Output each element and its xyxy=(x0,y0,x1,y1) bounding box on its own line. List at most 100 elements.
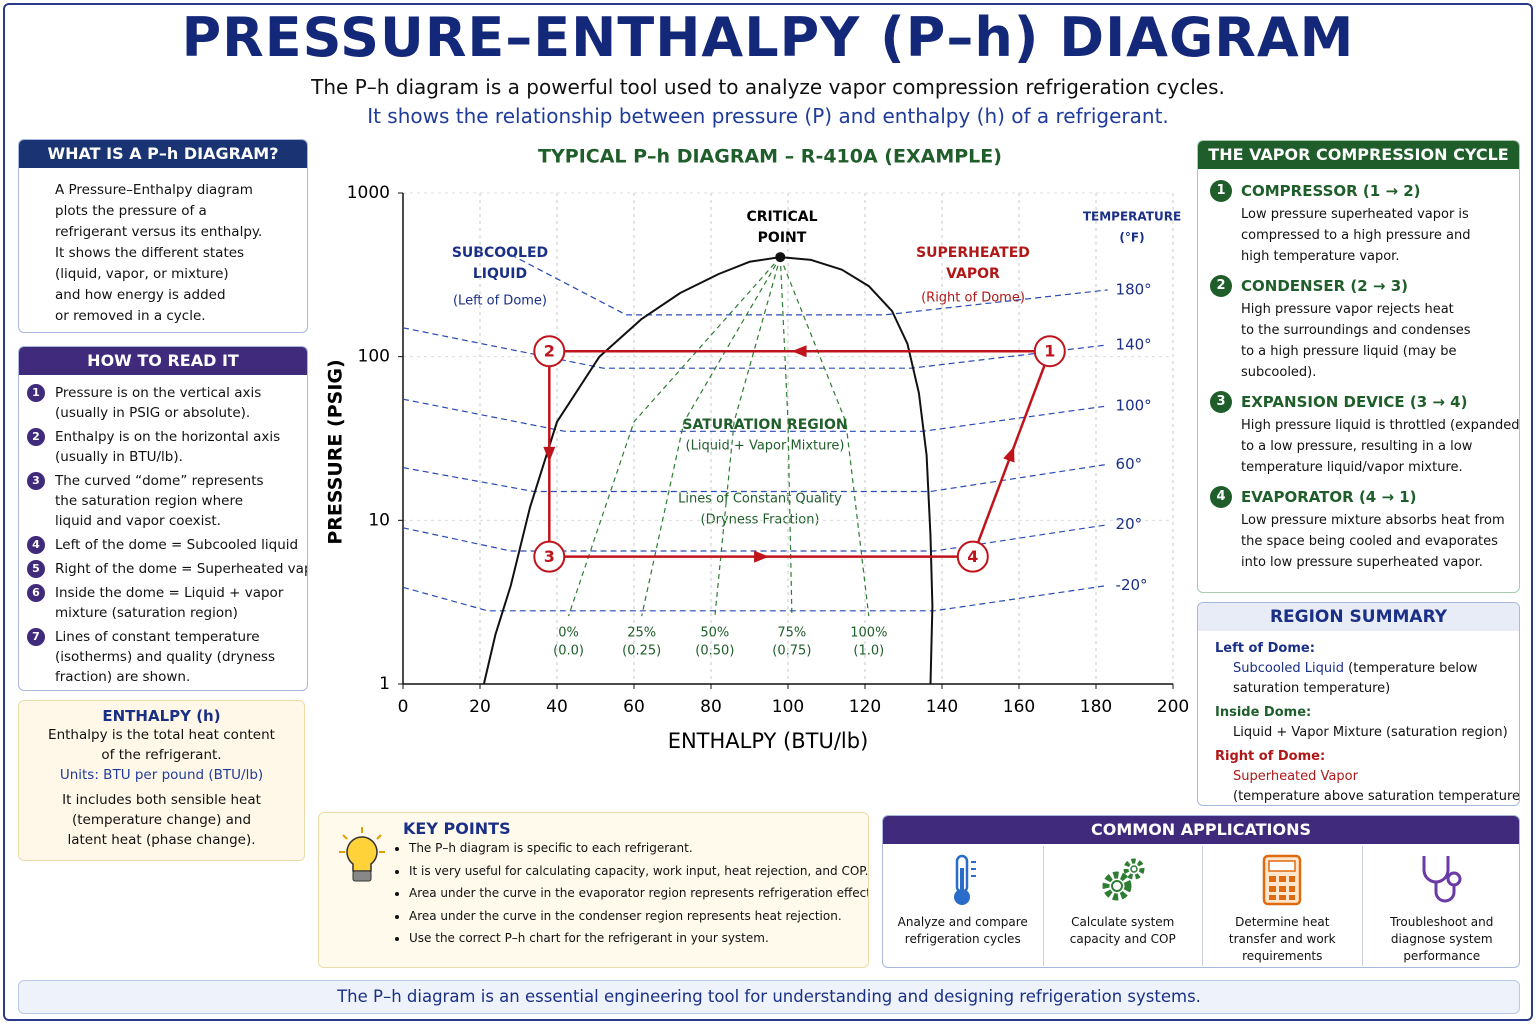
application-text: Determine heat transfer and work requireme… xyxy=(1203,914,1362,965)
key-points-list: The P–h diagram is specific to each refr… xyxy=(391,837,868,950)
text-line: capacity and COP xyxy=(1069,932,1176,946)
region-term: Subcooled Liquid xyxy=(1233,661,1345,676)
text-line: (temperature change) and xyxy=(71,812,252,828)
text-line: (usually in BTU/lb). xyxy=(55,449,183,465)
applications-list: Analyze and compare refrigeration cycles C… xyxy=(883,846,1520,966)
list-item: 1 Pressure is on the vertical axis (usuall… xyxy=(27,383,307,423)
number-badge: 4 xyxy=(27,536,45,554)
key-point: The P–h diagram is specific to each refr… xyxy=(409,837,868,860)
text-line: (isotherms) and quality (dryness xyxy=(55,649,275,665)
region-text: (saturation region) xyxy=(1385,725,1508,740)
key-point: Area under the curve in the condenser re… xyxy=(409,905,868,928)
text-line: the saturation region where xyxy=(55,493,244,509)
key-point: Area under the curve in the evaporator r… xyxy=(409,882,868,905)
region-text: saturation temperature) xyxy=(1233,681,1391,696)
text-line: or removed in a cycle. xyxy=(55,308,206,324)
step-title: CONDENSER (2 → 3) xyxy=(1241,277,1408,295)
text-line: (usually in PSIG or absolute). xyxy=(55,405,251,421)
text-line: into low pressure superheated vapor. xyxy=(1241,555,1483,570)
item-text: Left of the dome = Subcooled liquid xyxy=(55,535,298,555)
application-icon xyxy=(1044,852,1203,914)
text-line: refrigerant versus its enthalpy. xyxy=(55,224,263,240)
text-line: A Pressure–Enthalpy diagram xyxy=(55,182,253,198)
text-line: to the surroundings and condenses xyxy=(1241,323,1471,338)
enthalpy-panel: ENTHALPY (h) Enthalpy is the total heat … xyxy=(18,700,305,861)
cycle-steps: 1 COMPRESSOR (1 → 2) Low pressure superhea… xyxy=(1198,169,1519,573)
text-line: Lines of constant temperature xyxy=(55,629,260,645)
text-line: Low pressure mixture absorbs heat from xyxy=(1241,513,1505,528)
text-line: fraction) are shown. xyxy=(55,669,191,685)
number-badge: 2 xyxy=(1210,275,1232,297)
region-list: Left of Dome: Subcooled Liquid (temperat… xyxy=(1198,631,1519,805)
applications-panel: COMMON APPLICATIONS Analyze and compare r… xyxy=(882,815,1520,968)
number-badge: 6 xyxy=(27,584,45,602)
number-badge: 3 xyxy=(27,472,45,490)
units: Units: BTU per pound (BTU/lb) xyxy=(59,767,264,783)
text-line: High pressure liquid is throttled (expan… xyxy=(1241,418,1520,433)
text-line: the space being cooled and evaporates xyxy=(1241,534,1498,549)
application-icon xyxy=(1363,852,1520,914)
text-line: High pressure vapor rejects heat xyxy=(1241,302,1454,317)
region-heading: Left of Dome: xyxy=(1215,641,1315,656)
list-item: 2 Enthalpy is on the horizontal axis (usua… xyxy=(27,427,307,467)
panel-text: It includes both sensible heat (temperatu… xyxy=(19,790,304,850)
text-line: requirements xyxy=(1242,949,1323,963)
page-title: PRESSURE–ENTHALPY (P–h) DIAGRAM xyxy=(181,6,1355,69)
region-term: Liquid + Vapor Mixture xyxy=(1233,725,1382,740)
text-line: compressed to a high pressure and xyxy=(1241,228,1471,243)
text-line: latent heat (phase change). xyxy=(67,832,256,848)
panel-title: KEY POINTS xyxy=(403,819,511,838)
step-text: Low pressure mixture absorbs heat from th… xyxy=(1210,510,1519,573)
text-line: Inside the dome = Liquid + vapor xyxy=(55,585,284,601)
item-text: Enthalpy is on the horizontal axis (usual… xyxy=(55,427,280,467)
text-line: high temperature vapor. xyxy=(1241,249,1400,264)
text-line: to a high pressure liquid (may be xyxy=(1241,344,1457,359)
number-badge: 2 xyxy=(27,428,45,446)
application-icon xyxy=(1203,852,1362,914)
step-header: 1 COMPRESSOR (1 → 2) xyxy=(1210,180,1519,202)
list-item: 7 Lines of constant temperature (isotherms… xyxy=(27,627,307,687)
text-line: Enthalpy is the total heat content xyxy=(48,727,275,743)
text-line: Calculate system xyxy=(1071,915,1175,929)
step-text: High pressure liquid is throttled (expan… xyxy=(1210,415,1519,478)
text-line: Enthalpy is on the horizontal axis xyxy=(55,429,281,445)
step-title: EVAPORATOR (4 → 1) xyxy=(1241,488,1417,506)
number-badge: 7 xyxy=(27,628,45,646)
step-header: 2 CONDENSER (2 → 3) xyxy=(1210,275,1519,297)
application: Analyze and compare refrigeration cycles xyxy=(883,846,1043,966)
lightbulb-icon xyxy=(339,827,385,882)
application: Troubleshoot and diagnose system performan… xyxy=(1361,846,1520,966)
text-line: liquid and vapor coexist. xyxy=(55,513,221,529)
text-line: (liquid, vapor, or mixture) xyxy=(55,266,229,282)
step-title: EXPANSION DEVICE (3 → 4) xyxy=(1241,393,1468,411)
how-to-read-list: 1 Pressure is on the vertical axis (usuall… xyxy=(19,375,307,687)
list-item: 4 Left of the dome = Subcooled liquid xyxy=(27,535,307,555)
text-line: Determine heat xyxy=(1235,915,1330,929)
step-text: High pressure vapor rejects heat to the s… xyxy=(1210,299,1519,383)
step-title: COMPRESSOR (1 → 2) xyxy=(1241,182,1421,200)
number-badge: 3 xyxy=(1210,391,1232,413)
text-line: and how energy is added xyxy=(55,287,226,303)
subtitle: It shows the relationship between pressu… xyxy=(367,104,1169,128)
text-line: It shows the different states xyxy=(55,245,245,261)
text-line: Troubleshoot and xyxy=(1390,915,1494,929)
text-line: Analyze and compare xyxy=(897,915,1028,929)
text-line: Left of the dome = Subcooled liquid xyxy=(55,537,299,553)
application-text: Analyze and compare refrigeration cycles xyxy=(883,914,1043,948)
list-item: 6 Inside the dome = Liquid + vapor mixture… xyxy=(27,583,307,623)
text-line: to a low pressure, resulting in a low xyxy=(1241,439,1473,454)
key-points-panel: KEY POINTS The P–h diagram is specific t… xyxy=(318,812,869,968)
text-line: performance xyxy=(1403,949,1481,963)
application-icon xyxy=(883,852,1043,914)
number-badge: 1 xyxy=(1210,180,1232,202)
panel-title: COMMON APPLICATIONS xyxy=(883,816,1519,844)
key-point: Use the correct P–h chart for the refrig… xyxy=(409,927,868,950)
application-text: Calculate system capacity and COP xyxy=(1044,914,1203,948)
list-item: 3 The curved “dome” represents the saturat… xyxy=(27,471,307,531)
text-line: refrigeration cycles xyxy=(904,932,1021,946)
region-heading: Right of Dome: xyxy=(1215,749,1326,764)
item-text: The curved “dome” represents the saturati… xyxy=(55,471,264,531)
footer: The P–h diagram is an essential engineer… xyxy=(18,980,1520,1014)
region-text: (temperature below xyxy=(1348,661,1478,676)
